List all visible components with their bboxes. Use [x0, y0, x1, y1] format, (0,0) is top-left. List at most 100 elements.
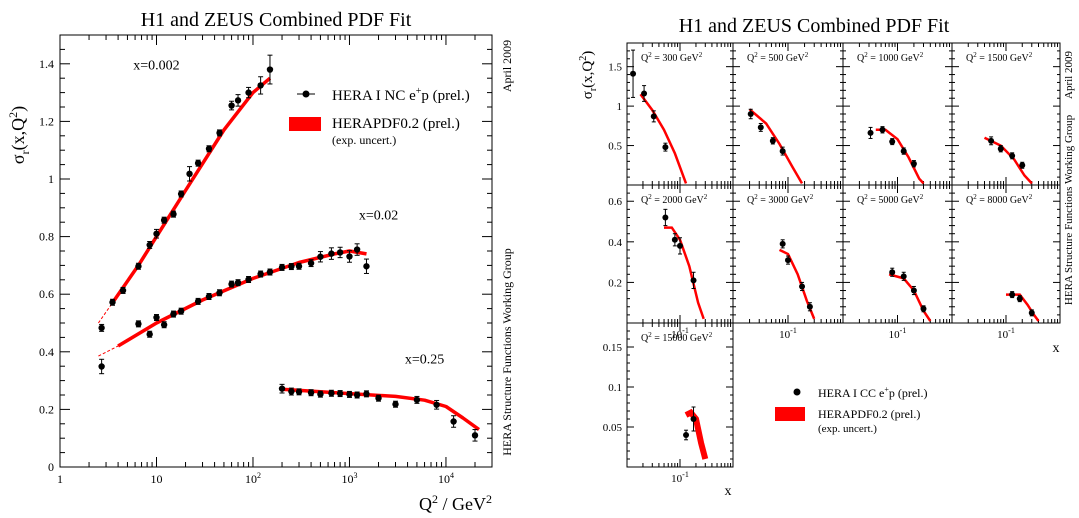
panel-frame: [842, 42, 953, 186]
data-point: [216, 129, 223, 137]
right-side-date: April 2009: [1063, 51, 1075, 99]
data-point: [471, 432, 479, 439]
data-point: [988, 137, 995, 144]
right-legend-data-label: HERA I CC e+p (prel.): [818, 385, 928, 400]
right-y-tick-label: 0.4: [608, 237, 622, 249]
data-point: [997, 145, 1004, 152]
data-point: [205, 293, 213, 300]
data-point: [245, 89, 252, 96]
right-y-tick-label: 0.2: [608, 277, 622, 289]
data-point: [433, 401, 440, 408]
fit-band: [664, 226, 705, 320]
data-point: [288, 263, 295, 270]
panel-q2-500: Q2 = 500 GeV2: [732, 42, 844, 186]
left-y-tick-label: 1.4: [39, 57, 54, 71]
right-legend-fit-label: HERAPDF0.2 (prel.): [818, 407, 920, 421]
left-legend-fit-label: HERAPDF0.2 (prel.): [332, 116, 460, 132]
panel-x-tick-label: 10-1: [889, 326, 907, 341]
panel-x-tick-label: 10-1: [997, 326, 1015, 341]
data-point: [266, 268, 274, 276]
panel-frame: [951, 42, 1061, 186]
left-legend: HERA I NC e+p (prel.) HERAPDF0.2 (prel.)…: [289, 86, 470, 147]
left-x-ticks: 1 10 102 103 104: [57, 35, 493, 486]
right-y-tick-label: 0.05: [603, 422, 623, 434]
data-point: [363, 263, 370, 270]
data-point: [109, 299, 116, 306]
left-chart: H1 and ZEUS Combined PDF Fit 1 10 102 103 10…: [6, 9, 514, 514]
panel-q2-label: Q2 = 3000 GeV2: [747, 193, 814, 206]
data-point: [98, 324, 105, 332]
data-point: [375, 394, 382, 402]
data-point: [346, 391, 353, 398]
data-point: [216, 289, 223, 296]
right-x-axis-title-bottom: x: [725, 484, 732, 499]
data-point: [266, 66, 274, 73]
right-legend-fit-sublabel: (exp. uncert.): [818, 423, 877, 435]
panel-q2-label: Q2 = 2000 GeV2: [641, 193, 708, 206]
panel-q2-label: Q2 = 1500 GeV2: [966, 51, 1033, 64]
data-point: [690, 277, 697, 284]
data-point: [245, 276, 252, 283]
panel-frame: [626, 322, 734, 468]
data-point: [1016, 295, 1023, 302]
right-panels: Q2 = 300 GeV2 Q2 = 500 GeV2 Q2 = 1000 GeV2…: [626, 42, 1061, 485]
left-y-tick-label: 0.8: [39, 230, 54, 244]
right-legend-fit-swatch: [775, 407, 805, 421]
data-point: [779, 148, 786, 155]
data-point: [194, 159, 202, 167]
data-point: [363, 390, 370, 398]
right-y-axis-title: σr(x,Q2): [578, 51, 599, 100]
left-side-group: HERA Structure Functions Working Group: [500, 248, 514, 455]
data-point: [392, 401, 399, 408]
data-point: [867, 129, 874, 136]
data-point: [146, 331, 153, 338]
data-point: [160, 321, 168, 328]
panel-q2-label: Q2 = 300 GeV2: [641, 51, 703, 64]
data-point: [153, 314, 160, 321]
panel-x-tick-label: 10-1: [779, 326, 797, 341]
right-y-tick-label: 0.6: [608, 196, 622, 208]
fit-band: [117, 249, 367, 348]
data-point: [769, 137, 776, 144]
data-point: [900, 148, 907, 155]
panel-q2-2000: Q2 = 2000 GeV2 10-1: [626, 184, 734, 341]
left-series-labels: x=0.002 x=0.02 x=0.25: [133, 59, 444, 368]
left-y-ticks: 0 0.2 0.4 0.6 0.8 1 1.2 1.4: [39, 34, 492, 474]
data-point: [747, 111, 754, 117]
data-point: [353, 246, 361, 253]
left-chart-title: H1 and ZEUS Combined PDF Fit: [141, 9, 412, 31]
data-point: [353, 391, 361, 399]
left-y-tick-label: 1: [48, 172, 54, 186]
data-point: [186, 170, 193, 178]
data-point: [205, 145, 213, 152]
left-x-axis-title: Q2 / GeV2: [419, 492, 492, 514]
left-y-tick-label: 0.2: [39, 402, 54, 416]
left-x-tick-label: 10: [150, 472, 162, 486]
panel-q2-8000: Q2 = 8000 GeV2 10-1: [951, 184, 1061, 341]
data-point: [806, 303, 813, 310]
right-x-axis-title-mid: x: [1053, 341, 1060, 356]
data-point: [785, 257, 791, 264]
data-point: [170, 310, 177, 318]
left-y-tick-label: 1.2: [39, 114, 54, 128]
left-x-tick-label: 1: [57, 472, 63, 486]
data-point: [177, 190, 185, 198]
panel-q2-5000: Q2 = 5000 GeV2 10-1: [842, 184, 953, 341]
right-y-tick-label: 0.5: [608, 141, 622, 153]
left-x-tick-label: 102: [245, 471, 261, 486]
data-point: [1028, 309, 1035, 316]
panel-q2-300: Q2 = 300 GeV2: [626, 42, 734, 186]
data-point: [879, 126, 886, 133]
right-y-tick-label: 0.1: [608, 382, 622, 394]
fit-extrapolation: [98, 345, 119, 357]
data-point: [671, 236, 678, 243]
right-chart: H1 and ZEUS Combined PDF Fit Q2 = 300 Ge…: [578, 15, 1075, 499]
data-point: [336, 249, 344, 256]
right-legend-data-marker: [793, 388, 801, 396]
data-point: [799, 283, 806, 290]
panel-q2-label: Q2 = 5000 GeV2: [857, 193, 924, 206]
left-y-tick-label: 0.6: [39, 287, 54, 301]
fit-band: [875, 128, 925, 185]
data-point: [234, 279, 242, 286]
data-point: [328, 390, 335, 397]
